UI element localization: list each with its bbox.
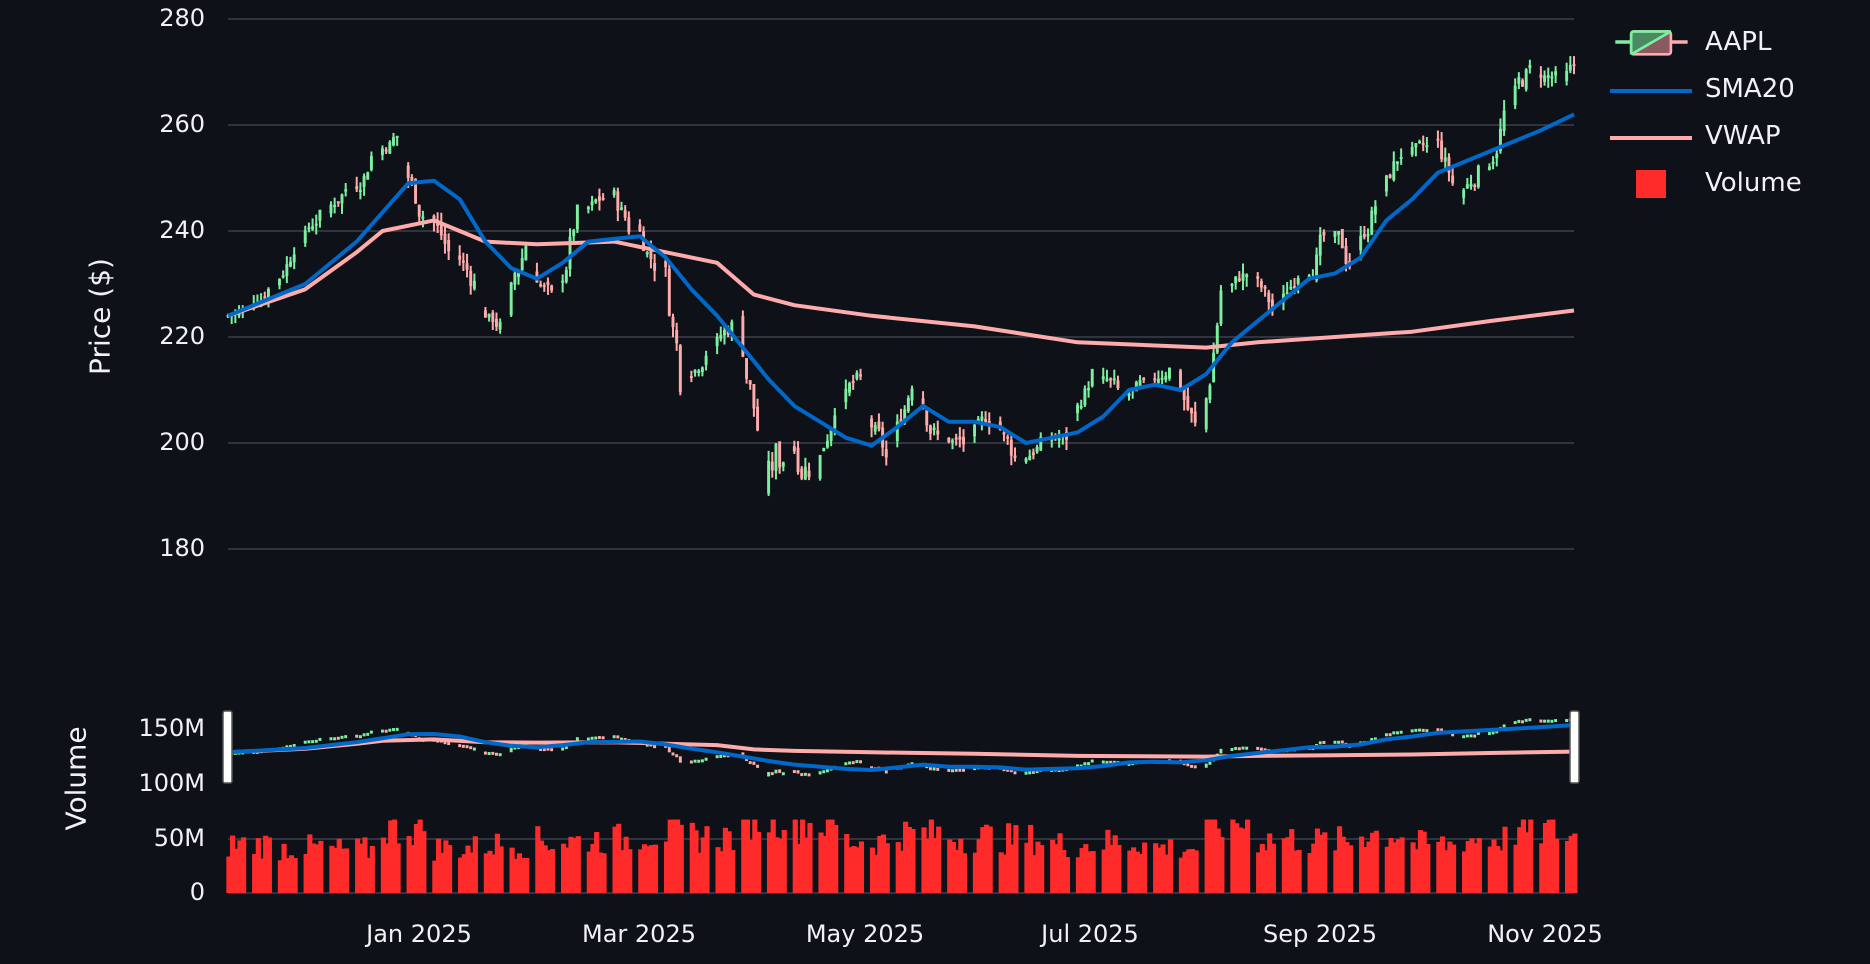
x-tick: Mar 2025 — [582, 920, 696, 948]
volume-bars[interactable] — [226, 819, 1578, 893]
legend-item-volume[interactable]: Volume — [1610, 159, 1802, 206]
legend-item-aapl[interactable]: AAPL — [1610, 18, 1802, 65]
price-tick: 200 — [159, 428, 205, 456]
legend-item-sma20[interactable]: SMA20 — [1610, 65, 1802, 112]
range-slider[interactable] — [222, 710, 1580, 784]
volume-axis-label: Volume — [59, 726, 93, 831]
x-tick: Nov 2025 — [1487, 920, 1603, 948]
volume-tick: 150M — [138, 714, 205, 742]
price-tick: 240 — [159, 216, 205, 244]
price-tick: 280 — [159, 4, 205, 32]
x-tick: Jan 2025 — [366, 920, 472, 948]
line-pink-icon — [1610, 135, 1692, 140]
legend: AAPL SMA20 VWAP Volume — [1610, 18, 1802, 206]
legend-label-volume: Volume — [1705, 167, 1802, 198]
line-blue-icon — [1610, 88, 1692, 93]
legend-label-aapl: AAPL — [1705, 26, 1772, 57]
price-gridlines — [228, 18, 1574, 550]
price-tick: 260 — [159, 110, 205, 138]
candlestick-icon — [1615, 29, 1688, 56]
volume-tick: 100M — [138, 769, 205, 797]
square-red-icon — [1636, 169, 1666, 198]
price-tick: 180 — [159, 534, 205, 562]
price-plot-area[interactable] — [226, 56, 1576, 497]
range-slider-left-handle[interactable] — [222, 710, 233, 784]
x-tick: Sep 2025 — [1263, 920, 1377, 948]
price-axis-label: Price ($) — [83, 258, 117, 375]
price-tick: 220 — [159, 322, 205, 350]
volume-tick: 50M — [153, 824, 205, 852]
x-tick: Jul 2025 — [1041, 920, 1139, 948]
legend-label-vwap: VWAP — [1705, 120, 1781, 151]
x-tick: May 2025 — [805, 920, 925, 948]
legend-label-sma20: SMA20 — [1705, 73, 1795, 104]
range-slider-right-handle[interactable] — [1569, 710, 1580, 784]
volume-tick: 0 — [189, 878, 205, 906]
legend-item-vwap[interactable]: VWAP — [1610, 112, 1802, 159]
